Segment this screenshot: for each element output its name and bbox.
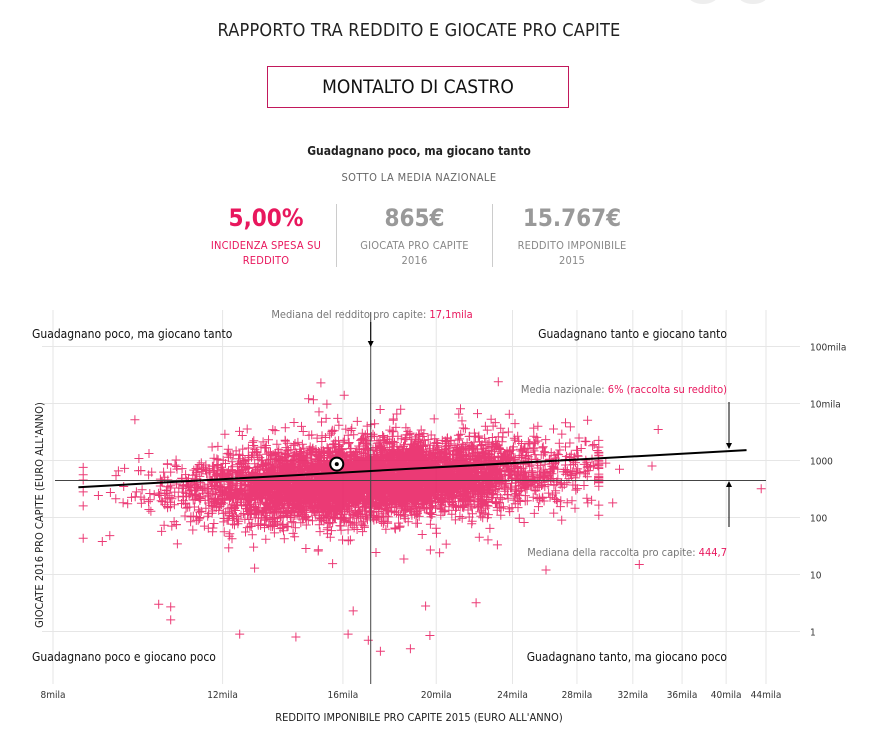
quadrant-label-bottom-right: Guadagnano tanto, ma giocano poco [527,650,728,664]
decoration-circle-right [738,0,768,4]
x-tick-label: 36mila [667,690,698,701]
median-income-value: 17,1mila [429,308,472,321]
national-avg-arrow-head [726,443,732,449]
x-tick-label: 32mila [617,690,648,701]
national-avg-annotation: Media nazionale: 6% (raccolta su reddito… [521,383,727,396]
y-tick-label: 100 [810,514,827,525]
stat-incidence-value: 5,00% [228,204,304,232]
stat-income-label: REDDITO IMPONIBILE 2015 [517,239,627,267]
y-tick-label: 1 [810,628,816,639]
median-spend-arrow-head [726,481,732,487]
median-spend-value: 444,7 [699,546,727,559]
decoration-circle-left [688,0,718,4]
x-tick-label: 40mila [711,690,742,701]
median-spend-label: Mediana della raccolta pro capite: [527,546,698,559]
quadrant-label-top-left: Guadagnano poco, ma giocano tanto [32,327,233,341]
median-income-arrow-head [367,341,374,347]
x-axis-title: REDDITO IMPONIBILE PRO CAPITE 2015 (EURO… [275,711,563,724]
stats-row: 5,00% INCIDENZA SPESA SU REDDITO 865€ GI… [196,204,651,268]
stat-spend-label: GIOCATA PRO CAPITE 2016 [360,239,469,267]
y-tick-label: 10 [810,571,822,582]
median-income-annotation: Mediana del reddito pro capite: 17,1mila [271,308,472,321]
x-tick-label: 44mila [751,690,782,701]
x-tick-label: 16mila [328,690,359,701]
town-selector[interactable]: MONTALTO DI CASTRO [267,66,569,108]
data-points [78,377,766,656]
page-title: RAPPORTO TRA REDDITO E GIOCATE PRO CAPIT… [217,20,621,41]
scatter-chart: Mediana del reddito pro capite: 17,1mila… [32,308,846,724]
trend-line [78,449,747,489]
stat-divider [492,204,493,267]
stat-income: 15.767€ REDDITO IMPONIBILE 2015 [493,204,651,268]
verdict-text: Guadagnano poco, ma giocano tanto [307,144,531,158]
x-tick-label: 8mila [41,690,66,701]
stat-divider [336,204,337,267]
quadrant-label-top-right: Guadagnano tanto e giocano tanto [538,327,727,341]
stat-spend-value: 865€ [384,204,445,232]
national-avg-value: 6% (raccolta su reddito) [608,383,727,396]
stat-spend: 865€ GIOCATA PRO CAPITE 2016 [337,204,492,268]
x-tick-label: 20mila [421,690,452,701]
y-tick-label: 1000 [810,457,833,468]
y-tick-label: 100mila [810,343,846,354]
stat-income-value: 15.767€ [522,204,622,232]
position-text: SOTTO LA MEDIA NAZIONALE [341,171,497,184]
x-tick-label: 12mila [207,690,238,701]
highlight-marker-dot [334,462,339,467]
annotation-arrows [367,322,732,527]
national-avg-label: Media nazionale: [521,383,608,396]
quadrant-label-bottom-left: Guadagnano poco e giocano poco [32,650,216,664]
y-axis-title: GIOCATE 2016 PRO CAPITE (EURO ALL'ANNO) [33,402,46,628]
x-tick-label: 24mila [497,690,528,701]
x-tick-label: 28mila [562,690,593,701]
y-tick-label: 10mila [810,400,841,411]
stat-incidence: 5,00% INCIDENZA SPESA SU REDDITO [196,204,336,268]
median-spend-annotation: Mediana della raccolta pro capite: 444,7 [527,546,727,559]
stat-incidence-label: INCIDENZA SPESA SU REDDITO [210,239,322,267]
median-income-label: Mediana del reddito pro capite: [271,308,429,321]
